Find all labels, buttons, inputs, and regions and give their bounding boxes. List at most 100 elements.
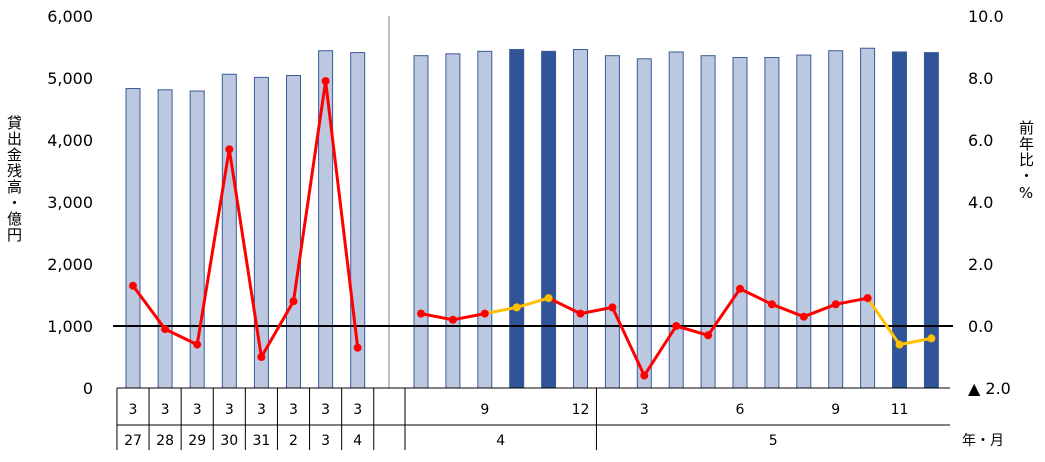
annual-year-label: 4 [353,433,362,449]
annual-yoy-segment [131,284,167,331]
annual-yoy-point [193,340,202,349]
monthly-yoy-segment [674,324,710,337]
left-axis-tick-label: 3,000 [47,193,93,212]
monthly-yoy-point-highlight [927,334,936,343]
annual-month-label: 3 [321,402,330,418]
annual-yoy-segment [292,79,328,303]
monthly-yoy-segment [451,312,487,322]
monthly-yoy-segment [802,302,838,319]
monthly-yoy-segment [642,324,678,378]
annual-month-label: 3 [289,402,298,418]
monthly-yoy-point-highlight [895,340,904,349]
right-axis-tick-label: 0.0 [968,317,993,336]
annual-balance-bar [286,75,301,389]
monthly-balance-bar [796,54,812,389]
annual-yoy-point [161,325,170,334]
monthly-balance-bar [445,53,461,389]
monthly-yoy-point [736,284,744,293]
monthly-yoy-segment-highlight [483,305,519,316]
monthly-month-label: 6 [736,402,745,418]
monthly-yoy-point [831,300,840,309]
monthly-balance-bar [604,55,620,389]
annual-month-label: 3 [257,402,266,418]
monthly-month-label: 9 [480,402,489,418]
annual-yoy-segment [163,327,199,347]
left-axis-tick-label: 0 [83,379,93,398]
x-axis-unit-label: 年・月 [962,433,1004,449]
left-axis-tick-label: 2,000 [47,255,93,274]
monthly-balance-bar-highlight [541,50,557,389]
monthly-yoy-point [608,303,617,312]
monthly-yoy-point [863,294,872,303]
monthly-yoy-segment [419,312,455,322]
left-axis-tick-label: 6,000 [47,7,93,26]
annual-year-label: 2 [289,433,298,449]
monthly-yoy-segment [706,287,742,337]
monthly-yoy-point [799,312,808,321]
annual-year-label: 27 [124,433,142,449]
monthly-yoy-segment [834,296,870,306]
left-axis-tick-label: 4,000 [47,131,93,150]
annual-year-label: 30 [220,433,238,449]
monthly-balance-bar [636,58,652,389]
monthly-balance-bar [764,57,780,389]
right-axis-tick-label: ▲ 2.0 [968,379,1011,398]
monthly-year-group-label: 4 [496,433,505,449]
annual-year-label: 28 [156,433,174,449]
annual-yoy-point [225,145,234,154]
annual-yoy-segment [227,147,263,359]
right-axis-tick-label: 4.0 [968,193,993,212]
monthly-yoy-segment [610,305,646,378]
left-axis-title: 貸出金残高・億円 [5,115,23,243]
annual-yoy-segment [195,147,231,347]
annual-year-label: 31 [252,433,270,449]
monthly-yoy-point [767,300,776,309]
monthly-month-label: 11 [891,402,909,418]
monthly-yoy-segment-highlight [898,336,933,347]
annual-yoy-segment [324,79,360,350]
annual-year-label: 29 [188,433,206,449]
monthly-balance-bar [573,48,588,389]
monthly-yoy-segment [738,287,774,306]
annual-yoy-segment [259,299,295,359]
monthly-yoy-point [672,322,681,330]
annual-month-label: 3 [129,402,138,418]
annual-balance-bar [253,76,269,389]
annual-year-label: 3 [321,433,330,449]
annual-balance-bar [125,88,141,389]
monthly-yoy-point-highlight [512,303,521,312]
monthly-yoy-segment-highlight [515,296,551,309]
annual-balance-bar [157,89,173,389]
monthly-yoy-segment [547,296,582,316]
monthly-yoy-segment [579,305,614,316]
monthly-yoy-point [448,315,457,324]
annual-balance-bar [221,73,237,389]
monthly-balance-bar [413,55,429,389]
monthly-yoy-point [576,309,585,318]
monthly-yoy-segment [770,302,806,319]
left-axis-tick-label: 1,000 [47,317,93,336]
monthly-yoy-point [417,309,425,318]
monthly-balance-bar-highlight [509,48,525,389]
monthly-balance-bar [477,50,493,389]
annual-month-label: 3 [161,402,170,418]
monthly-balance-bar [732,57,748,389]
monthly-yoy-point-highlight [544,294,553,303]
annual-month-label: 3 [193,402,202,418]
monthly-yoy-point [480,309,489,318]
right-axis-tick-label: 10.0 [968,7,1004,26]
annual-yoy-point [353,343,362,352]
annual-yoy-point [321,77,330,86]
monthly-yoy-point [704,331,713,340]
monthly-balance-bar [668,51,684,389]
monthly-balance-bar [828,50,844,389]
monthly-month-label: 3 [640,402,649,418]
annual-month-label: 3 [225,402,234,418]
annual-month-label: 3 [353,402,362,418]
right-axis-tick-label: 2.0 [968,255,993,274]
annual-yoy-point [129,281,137,290]
monthly-balance-bar [860,47,876,389]
left-axis-tick-label: 5,000 [47,69,93,88]
annual-yoy-point [289,297,298,306]
